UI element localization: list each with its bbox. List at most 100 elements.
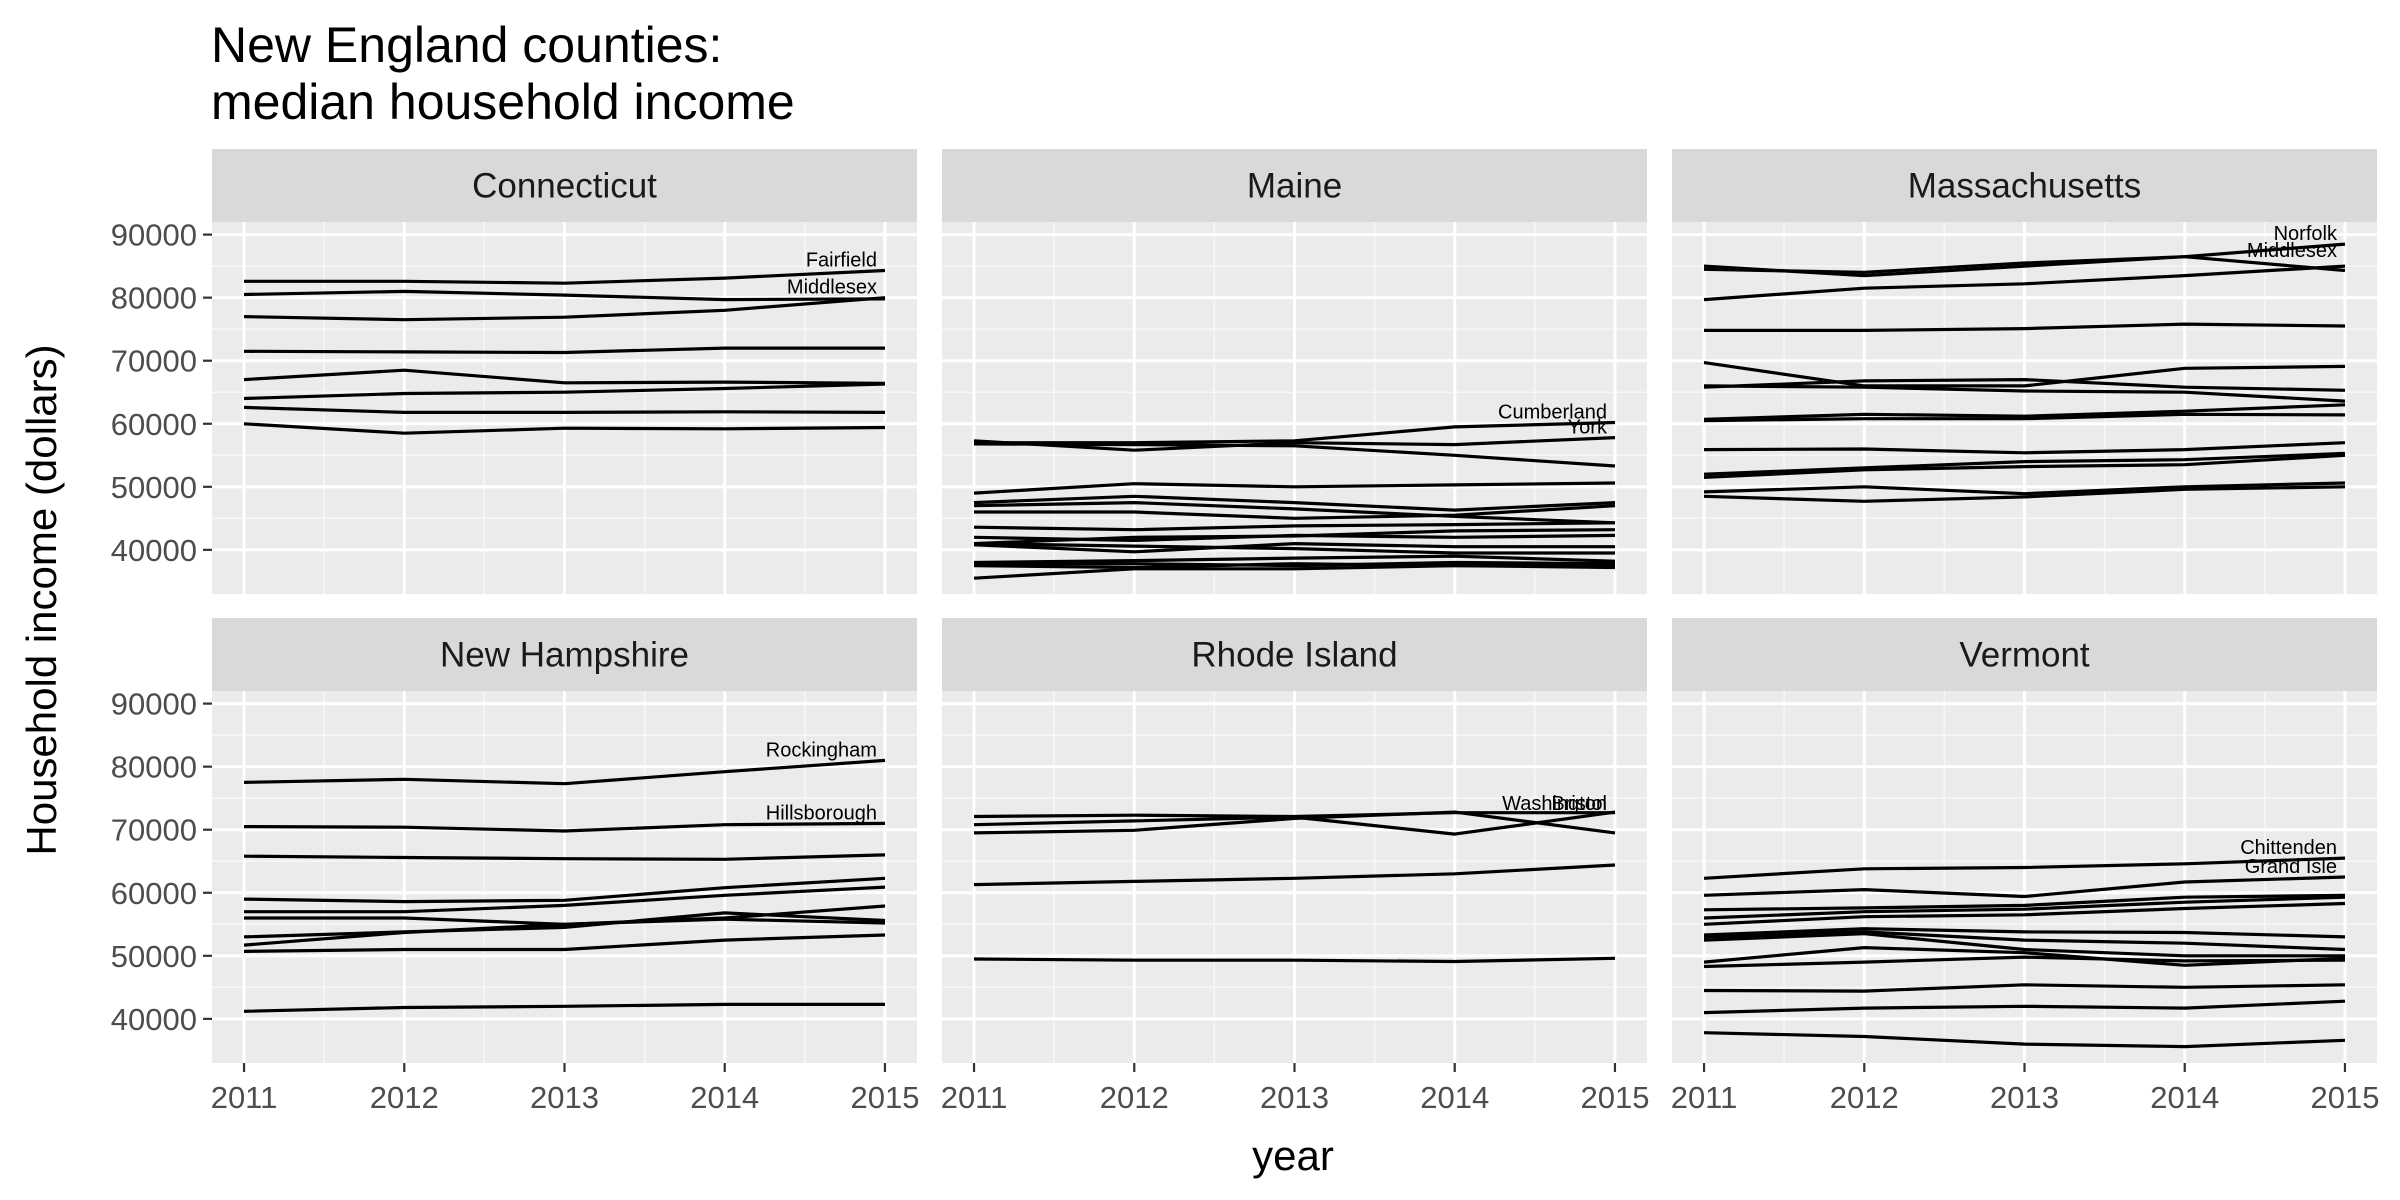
series-line-maine-7 xyxy=(974,504,1616,520)
series-line-new-hampshire-rockingham xyxy=(243,758,886,786)
series-line-massachusetts-6 xyxy=(1703,378,2346,392)
series-line-rhode-island-5 xyxy=(973,956,1616,964)
series-line-vermont-8 xyxy=(1703,932,2345,958)
series-line-connecticut-8 xyxy=(243,422,886,435)
facet-strip-label-maine: Maine xyxy=(1247,167,1342,206)
series-label-massachusetts-middlesex: Middlesex xyxy=(2247,240,2337,262)
y-tick-label: 50000 xyxy=(111,470,197,505)
series-line-massachusetts-8 xyxy=(1703,403,2346,421)
facet-strip-label-massachusetts: Massachusetts xyxy=(1908,167,2141,206)
facet-strip-rhode-island xyxy=(942,618,1647,691)
series-line-vermont-grand-isle xyxy=(1703,875,2346,899)
series-line-connecticut-3 xyxy=(243,296,886,322)
x-tick-label: 2011 xyxy=(1671,1080,1738,1115)
series-label-maine-york: York xyxy=(1568,417,1608,439)
series-label-new-hampshire-hillsborough: Hillsborough xyxy=(766,802,877,824)
series-line-maine-6 xyxy=(973,501,1616,525)
y-tick-label: 80000 xyxy=(111,750,197,785)
series-line-massachusetts-7 xyxy=(1703,384,2346,403)
x-axis-label: year xyxy=(1252,1132,1334,1179)
series-line-vermont-11 xyxy=(1703,983,2346,993)
series-line-vermont-chittenden xyxy=(1703,856,2346,880)
y-tick-label: 40000 xyxy=(111,1002,197,1037)
series-line-vermont-3 xyxy=(1703,893,2346,912)
series-line-massachusetts-4 xyxy=(1704,322,2346,332)
series-line-maine-york xyxy=(973,436,1616,452)
series-label-connecticut-fairfield: Fairfield xyxy=(806,250,877,272)
facet-strip-label-rhode-island: Rhode Island xyxy=(1191,636,1397,675)
series-label-new-hampshire-rockingham: Rockingham xyxy=(766,739,877,761)
chart-title-line-1: New England counties: xyxy=(211,17,723,73)
series-line-connecticut-4 xyxy=(243,346,885,355)
series-label-maine-cumberland: Cumberland xyxy=(1498,402,1607,424)
series-line-maine-8 xyxy=(973,521,1616,532)
series-line-vermont-7 xyxy=(1703,930,2346,952)
series-line-maine-13 xyxy=(973,554,1616,565)
y-tick-label: 90000 xyxy=(111,218,197,253)
series-line-maine-5 xyxy=(973,494,1616,512)
series-line-connecticut-7 xyxy=(243,405,886,414)
series-line-vermont-13 xyxy=(1703,1031,2346,1049)
series-line-connecticut-6 xyxy=(243,382,886,401)
x-tick-label: 2015 xyxy=(2310,1080,2379,1115)
facet-strip-connecticut xyxy=(212,149,917,222)
series-label-vermont-grand-isle: Grand Isle xyxy=(2245,856,2337,878)
x-tick-label: 2012 xyxy=(370,1080,439,1115)
series-line-connecticut-5 xyxy=(243,368,886,385)
series-line-maine-16 xyxy=(973,563,1615,580)
series-line-new-hampshire-10 xyxy=(243,1002,885,1013)
series-line-maine-3 xyxy=(973,442,1616,468)
series-line-connecticut-fairfield xyxy=(244,268,886,285)
series-line-vermont-5 xyxy=(1703,901,2346,926)
series-line-massachusetts-5 xyxy=(1703,361,2346,388)
x-tick-label: 2015 xyxy=(1580,1080,1649,1115)
series-label-massachusetts-norfolk: Norfolk xyxy=(2274,223,2338,245)
facet-strip-label-vermont: Vermont xyxy=(1959,636,2090,675)
series-line-rhode-island-3 xyxy=(973,810,1616,835)
y-tick-label: 70000 xyxy=(111,344,197,379)
x-tick-label: 2011 xyxy=(211,1080,278,1115)
series-line-maine-11 xyxy=(973,541,1615,554)
x-tick-label: 2011 xyxy=(941,1080,1008,1115)
facet-strip-label-connecticut: Connecticut xyxy=(472,167,657,206)
x-tick-label: 2013 xyxy=(1990,1080,2059,1115)
y-tick-label: 90000 xyxy=(111,687,197,722)
series-line-vermont-12 xyxy=(1703,999,2346,1015)
series-line-massachusetts-middlesex xyxy=(1703,255,2346,278)
series-line-vermont-4 xyxy=(1703,895,2346,920)
series-line-new-hampshire-8 xyxy=(243,917,886,947)
y-tick-label: 70000 xyxy=(111,813,197,848)
series-label-rhode-island-washington: Washington xyxy=(1502,793,1607,815)
chart-title-line-2: median household income xyxy=(211,74,795,130)
series-label-rhode-island-bristol: Bristol xyxy=(1551,793,1607,815)
series-line-maine-4 xyxy=(973,481,1616,495)
facet-strip-label-new-hampshire: New Hampshire xyxy=(440,636,689,675)
x-tick-label: 2014 xyxy=(690,1080,759,1115)
x-tick-label: 2014 xyxy=(1420,1080,1489,1115)
series-line-connecticut-middlesex xyxy=(243,289,886,302)
series-line-vermont-9 xyxy=(1703,945,2346,967)
facet-strip-maine xyxy=(942,149,1647,222)
series-line-massachusetts-12 xyxy=(1703,453,2346,479)
y-tick-label: 60000 xyxy=(111,407,197,442)
y-tick-label: 40000 xyxy=(111,533,197,568)
series-line-new-hampshire-5 xyxy=(244,885,886,914)
series-line-massachusetts-10 xyxy=(1703,441,2346,455)
y-tick-label: 50000 xyxy=(111,939,197,974)
series-line-maine-12 xyxy=(973,542,1615,555)
y-tick-label: 80000 xyxy=(111,281,197,316)
series-line-new-hampshire-9 xyxy=(243,933,886,953)
series-line-massachusetts-11 xyxy=(1703,451,2346,476)
x-tick-label: 2015 xyxy=(850,1080,919,1115)
series-line-massachusetts-3 xyxy=(1703,264,2346,302)
x-tick-label: 2012 xyxy=(1830,1080,1899,1115)
series-line-rhode-island-4 xyxy=(973,863,1616,887)
y-tick-label: 60000 xyxy=(111,876,197,911)
series-label-connecticut-middlesex: Middlesex xyxy=(787,277,877,299)
series-line-vermont-6 xyxy=(1703,927,2346,939)
x-tick-label: 2012 xyxy=(1100,1080,1169,1115)
series-line-new-hampshire-3 xyxy=(243,853,886,861)
series-label-vermont-chittenden: Chittenden xyxy=(2240,837,2337,859)
x-tick-label: 2013 xyxy=(1260,1080,1329,1115)
